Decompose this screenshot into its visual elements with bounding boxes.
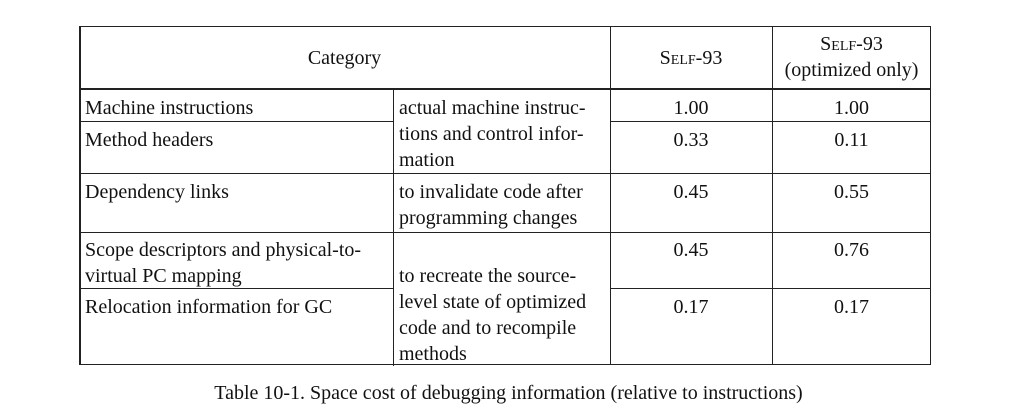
row-rule: [79, 173, 931, 174]
description-line: tions and control infor-: [399, 123, 584, 145]
value-self93: 0.45: [673, 239, 709, 261]
row-rule: [79, 232, 931, 233]
description-line: mation: [399, 149, 455, 171]
value-self93-opt: 0.55: [834, 181, 869, 203]
row-rule: [79, 121, 394, 122]
row-label: Method headers: [85, 129, 214, 151]
description-line: methods: [399, 343, 467, 365]
value-self93: 1.00: [673, 97, 709, 119]
value-self93: 0.45: [673, 181, 709, 203]
description-line: code and to recompile: [399, 317, 577, 339]
table-caption: Table 10-1. Space cost of debugging info…: [214, 382, 803, 404]
description-line: to invalidate code after: [399, 181, 583, 203]
col-divider-v2: [772, 27, 773, 364]
header-optimized-only: (optimized only): [784, 59, 919, 81]
debug-space-table: Category Self-93 Self-93 (optimized only…: [79, 26, 931, 366]
row-rule: [79, 288, 394, 289]
description-line: to recreate the source-: [399, 265, 577, 287]
header-category: Category: [307, 47, 382, 69]
description-line: level state of optimized: [399, 291, 587, 313]
row-rule: [610, 288, 931, 289]
row-label: virtual PC mapping: [85, 265, 242, 287]
col-divider-desc: [393, 90, 394, 366]
row-rule: [610, 121, 931, 122]
header-self93-opt: Self-93: [820, 33, 883, 55]
description-line: actual machine instruc-: [399, 97, 586, 119]
value-self93: 0.17: [673, 296, 709, 318]
row-label: Scope descriptors and physical-to-: [85, 239, 362, 261]
row-label: Machine instructions: [85, 97, 254, 119]
row-label: Relocation information for GC: [85, 296, 333, 318]
value-self93-opt: 0.17: [834, 296, 869, 318]
table-right-border: [929, 27, 931, 364]
row-label: Dependency links: [85, 181, 229, 203]
value-self93: 0.33: [673, 129, 709, 151]
header-separator: [79, 88, 931, 90]
col-divider-v1: [610, 27, 611, 364]
table-left-border: [79, 27, 81, 364]
value-self93-opt: 0.11: [834, 129, 869, 151]
value-self93-opt: 1.00: [834, 97, 869, 119]
description-line: programming changes: [399, 207, 578, 229]
value-self93-opt: 0.76: [834, 239, 869, 261]
header-self93: Self-93: [659, 47, 723, 69]
